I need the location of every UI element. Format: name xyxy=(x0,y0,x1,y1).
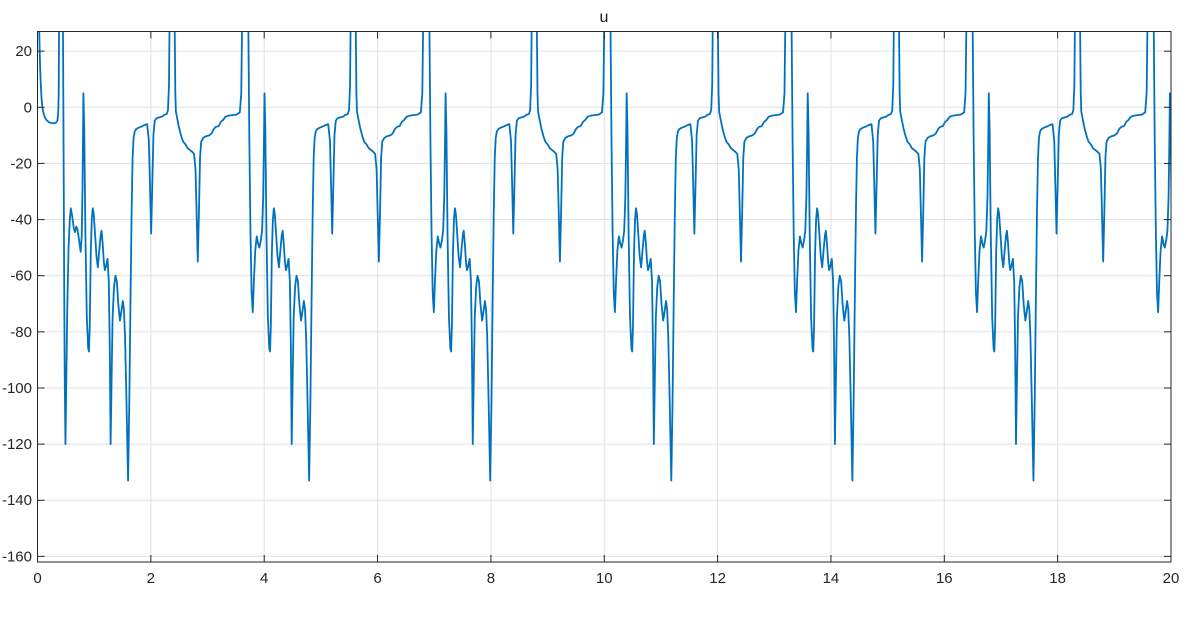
y-tick-label: -100 xyxy=(2,380,32,397)
y-tick-label: -160 xyxy=(2,548,32,565)
grid-lines xyxy=(37,31,1171,562)
x-tick-label: 12 xyxy=(709,570,726,587)
y-tick-label: 0 xyxy=(24,99,32,116)
x-tick-label: 10 xyxy=(596,570,613,587)
tick-marks xyxy=(37,31,1172,562)
y-tick-label: -60 xyxy=(10,268,32,285)
x-axis-tick-labels: 0 2 4 6 8 10 12 14 16 18 20 xyxy=(33,570,1179,587)
y-tick-label: -120 xyxy=(2,436,32,453)
x-tick-label: 16 xyxy=(936,570,953,587)
y-tick-label: 20 xyxy=(15,43,32,60)
x-tick-label: 2 xyxy=(147,570,155,587)
x-tick-label: 18 xyxy=(1049,570,1066,587)
y-tick-label: -20 xyxy=(10,155,32,172)
chart-title: u xyxy=(600,9,609,26)
y-tick-label: -40 xyxy=(10,212,32,229)
x-tick-label: 20 xyxy=(1163,570,1180,587)
x-tick-label: 0 xyxy=(33,570,41,587)
y-tick-label: -140 xyxy=(2,492,32,509)
y-tick-label: -80 xyxy=(10,324,32,341)
x-tick-label: 4 xyxy=(260,570,268,587)
x-tick-label: 6 xyxy=(373,570,381,587)
x-tick-label: 8 xyxy=(487,570,495,587)
y-axis-tick-labels: -160 -140 -120 -100 -80 -60 -40 -20 0 20 xyxy=(2,43,32,565)
series-line-u xyxy=(38,31,1171,482)
x-tick-label: 14 xyxy=(823,570,840,587)
